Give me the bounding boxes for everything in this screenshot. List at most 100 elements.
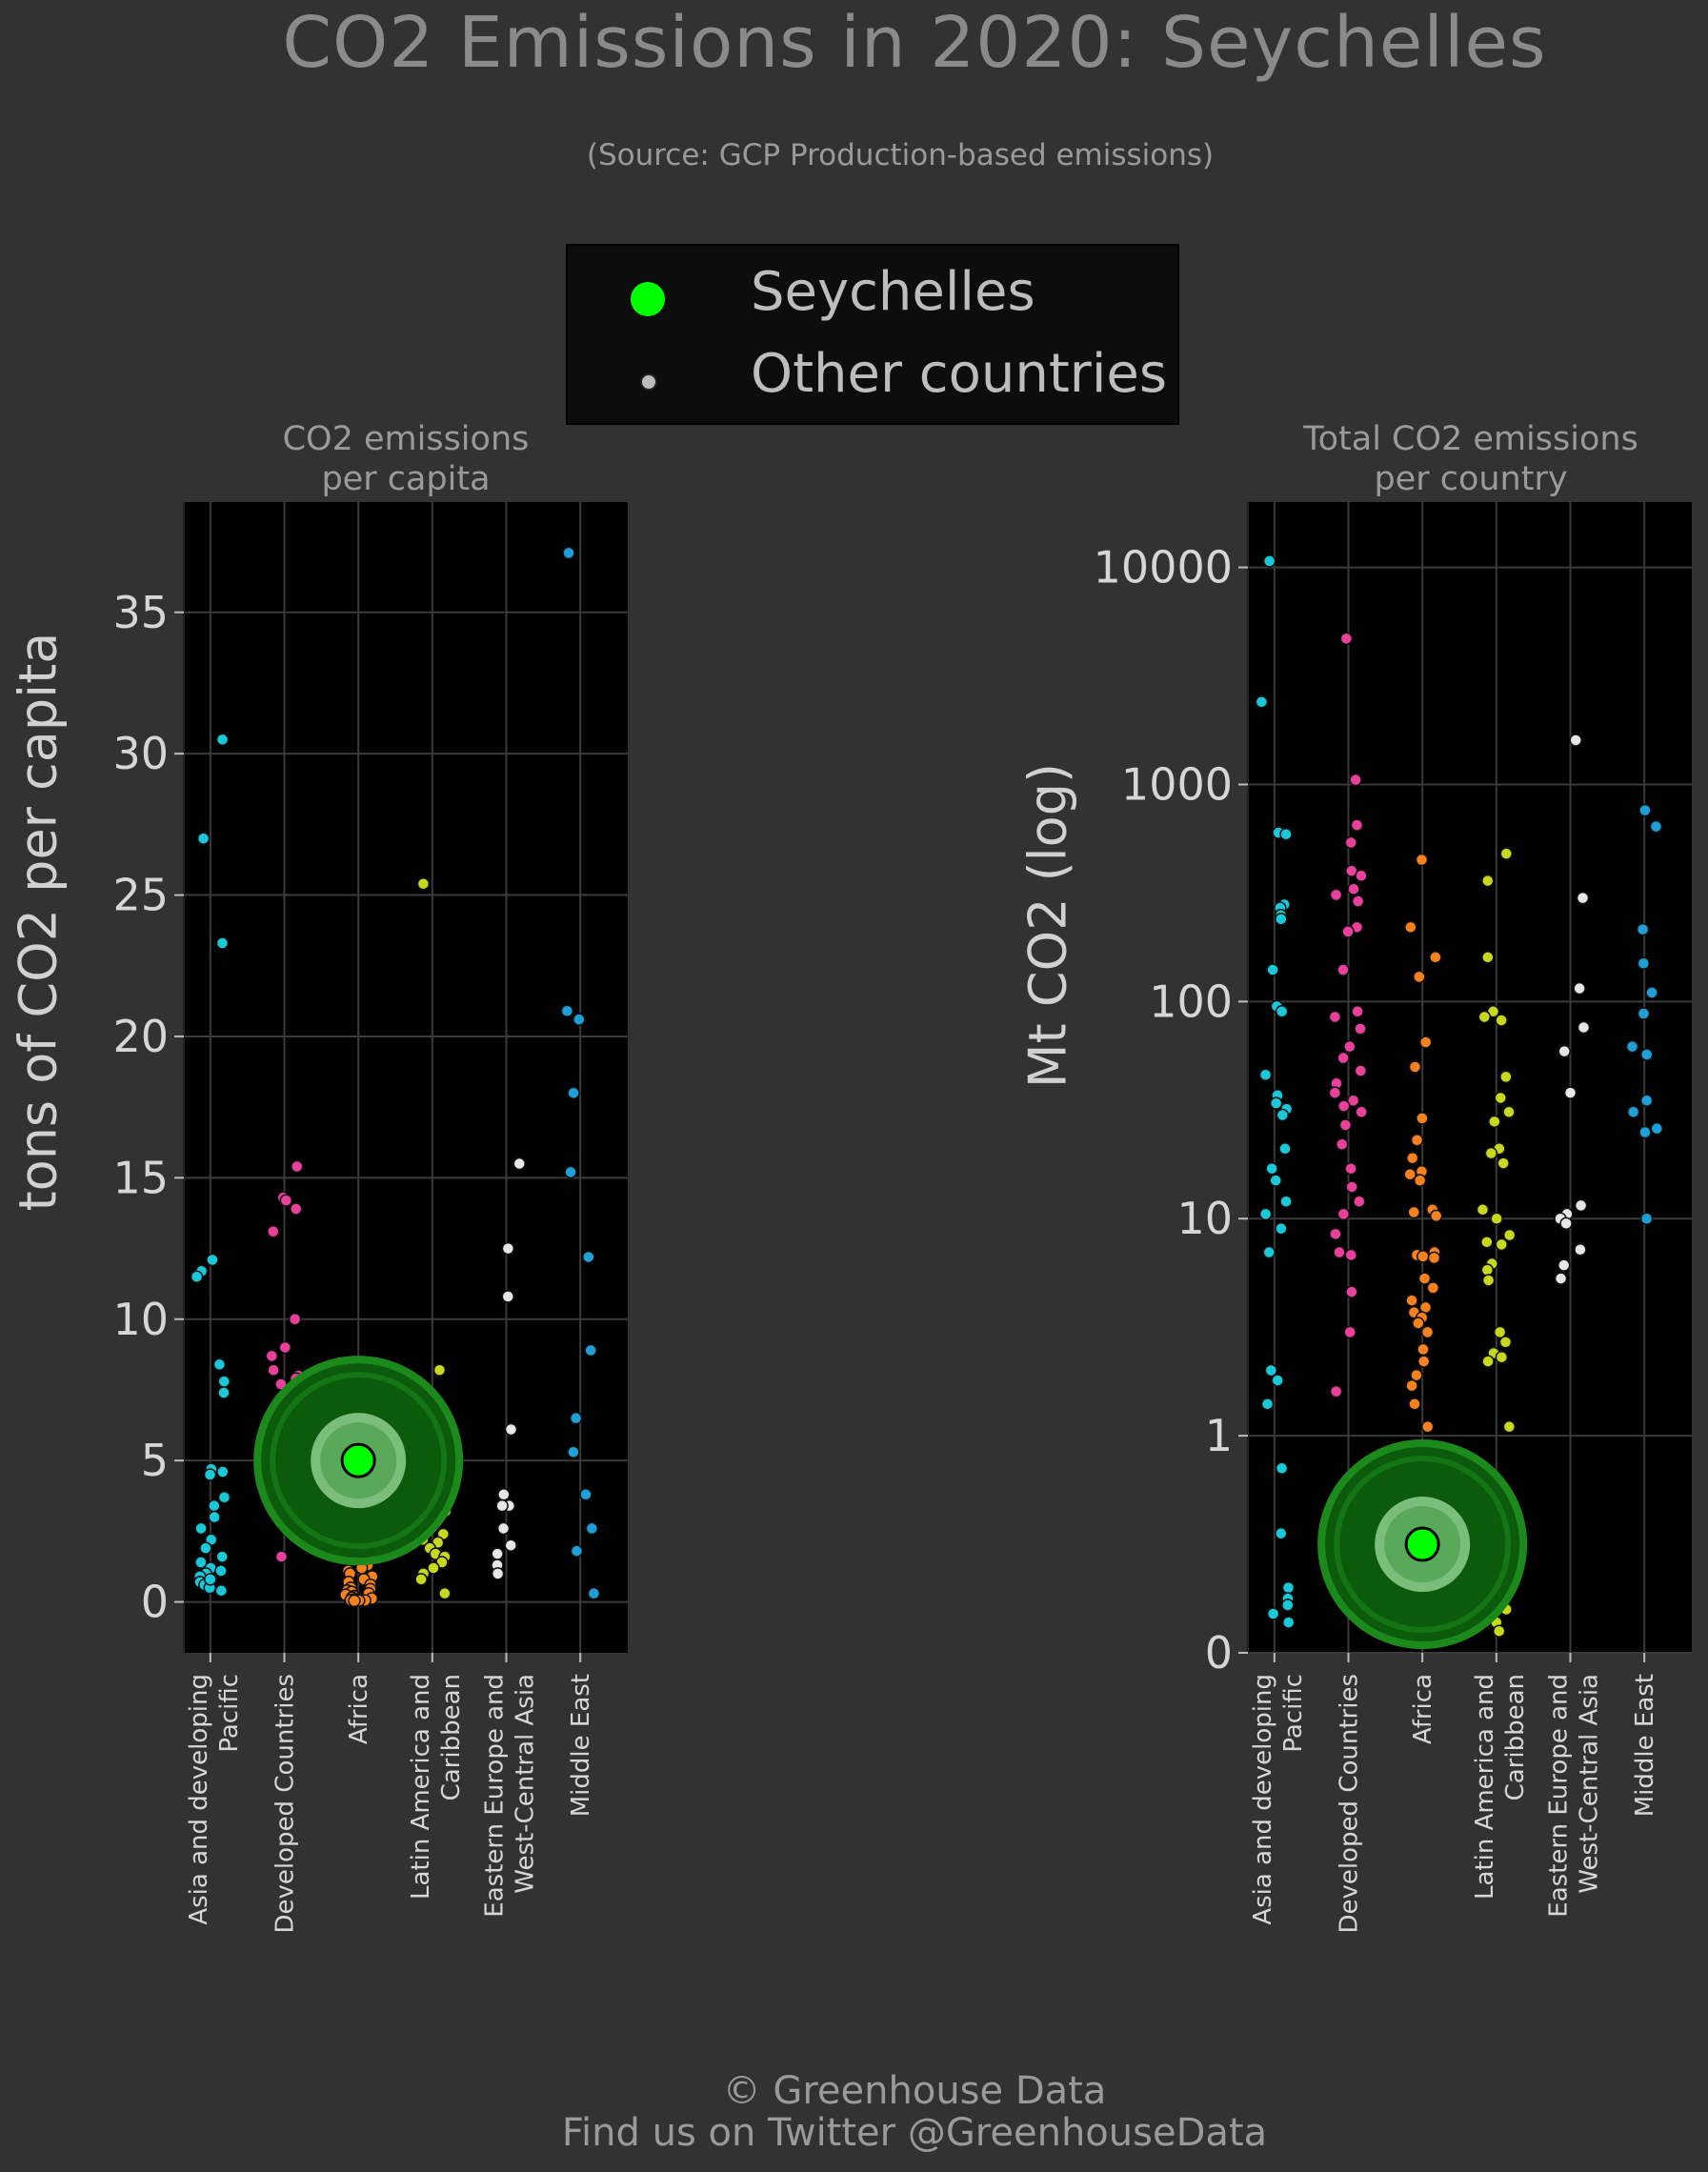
point-tot <box>1427 1251 1441 1265</box>
point-tot <box>1412 1317 1425 1330</box>
x-tick-label-line: Eastern Europe and <box>1545 1674 1574 1918</box>
point-tot <box>1502 1105 1516 1119</box>
point-tot <box>1563 1086 1577 1099</box>
point-tot <box>1626 1105 1640 1119</box>
point-tot <box>1502 1228 1517 1242</box>
point-tot <box>1333 1245 1346 1259</box>
point-pc <box>267 1363 280 1377</box>
y-tick-label-tot: 100 <box>1149 975 1233 1027</box>
point-pc <box>215 733 230 747</box>
x-tick-label-line: Caribbean <box>1501 1674 1530 1800</box>
x-tick-label-tot: Developed Countries <box>1336 1674 1364 1933</box>
point-tot <box>1499 1070 1513 1084</box>
point-tot <box>1637 956 1651 970</box>
point-tot <box>1481 951 1495 964</box>
point-pc <box>569 1411 583 1425</box>
point-tot <box>1255 695 1269 709</box>
point-tot <box>1336 1207 1351 1221</box>
point-tot <box>1497 1156 1510 1170</box>
x-tick-label-line: Pacific <box>1279 1674 1308 1753</box>
point-tot <box>1328 1010 1342 1024</box>
point-tot <box>1477 1010 1492 1024</box>
point-tot <box>1559 1217 1573 1231</box>
x-tick-label-pc: Middle East <box>567 1674 595 1817</box>
point-pc <box>217 1491 231 1504</box>
point-pc <box>196 832 211 845</box>
point-tot <box>1336 1051 1350 1065</box>
point-pc <box>214 1583 229 1598</box>
x-tick-label-line: West-Central Asia <box>1576 1674 1604 1894</box>
point-pc <box>208 1498 221 1513</box>
point-tot <box>1344 1248 1358 1262</box>
point-tot <box>1345 1285 1358 1298</box>
point-tot <box>1274 1526 1288 1540</box>
point-pc <box>265 1349 279 1363</box>
point-pc <box>491 1547 504 1560</box>
point-pc <box>579 1488 593 1501</box>
chart-title: CO2 Emissions in 2020: Seychelles <box>282 2 1547 84</box>
point-tot <box>1498 1336 1513 1349</box>
point-tot <box>1480 874 1495 888</box>
legend-highlight-marker <box>631 282 665 316</box>
y-tick-label-pc: 25 <box>112 870 169 921</box>
point-tot <box>1344 1161 1357 1176</box>
point-tot <box>1405 1294 1418 1307</box>
point-tot <box>1488 1115 1501 1129</box>
point-pc <box>267 1225 280 1238</box>
point-tot <box>1574 1198 1588 1213</box>
point-tot <box>1258 1068 1273 1081</box>
point-tot <box>1639 1212 1654 1225</box>
point-tot <box>1353 1195 1366 1208</box>
point-tot <box>1345 1180 1358 1194</box>
highlight-halo-ring-pc <box>270 1372 448 1550</box>
point-tot <box>1417 1272 1432 1285</box>
point-pc <box>496 1521 511 1536</box>
point-tot <box>1346 1094 1360 1108</box>
point-tot <box>1493 1325 1507 1339</box>
point-pc <box>501 1290 515 1303</box>
point-tot <box>1355 869 1368 882</box>
y-tick-label-pc: 30 <box>112 728 169 779</box>
point-tot <box>1329 888 1343 902</box>
y-tick-label-pc: 0 <box>141 1577 169 1628</box>
point-tot <box>1554 1272 1568 1285</box>
point-tot <box>1492 1624 1506 1638</box>
x-tick-label-line: Asia and developing <box>1249 1674 1277 1925</box>
point-pc <box>190 1270 204 1283</box>
point-tot <box>1494 1091 1508 1105</box>
footer-copyright: © Greenhouse Data <box>722 2069 1107 2113</box>
point-pc <box>587 1586 601 1600</box>
point-tot <box>1347 882 1360 895</box>
highlight-point-pc <box>340 1442 376 1478</box>
point-tot <box>1645 986 1658 999</box>
legend-item-others: Other countries <box>568 337 1177 413</box>
point-tot <box>1279 827 1293 841</box>
point-tot <box>1638 1125 1652 1139</box>
legend-item-highlight: Seychelles <box>568 255 1177 332</box>
point-tot <box>1339 632 1354 646</box>
point-pc <box>274 1550 289 1563</box>
point-tot <box>1408 1060 1422 1074</box>
point-tot <box>1279 1195 1293 1208</box>
point-tot <box>1341 925 1355 938</box>
point-tot <box>1415 853 1429 867</box>
x-tick-label-line: Eastern Europe and <box>481 1674 510 1918</box>
point-tot <box>1495 1350 1509 1364</box>
footer-twitter: Find us on Twitter @GreenhouseData <box>561 2111 1268 2155</box>
x-tick-label-line: Asia and developing <box>185 1674 213 1925</box>
point-pc <box>567 1086 580 1100</box>
point-tot <box>1426 1281 1440 1295</box>
y-tick-label-pc: 5 <box>141 1435 169 1486</box>
point-pc <box>215 1550 229 1563</box>
point-tot <box>1569 734 1582 747</box>
point-tot <box>1495 1014 1508 1027</box>
point-tot <box>1420 1325 1435 1339</box>
point-tot <box>1577 1020 1591 1035</box>
x-tick-label-line: Developed Countries <box>1336 1674 1364 1933</box>
point-pc <box>416 876 431 891</box>
point-pc <box>497 1488 511 1501</box>
point-tot <box>1336 963 1350 976</box>
x-tick-label-pc: Eastern Europe andWest-Central Asia <box>481 1674 540 1918</box>
point-tot <box>1418 1036 1433 1049</box>
x-tick-label-tot: Africa <box>1409 1674 1437 1744</box>
